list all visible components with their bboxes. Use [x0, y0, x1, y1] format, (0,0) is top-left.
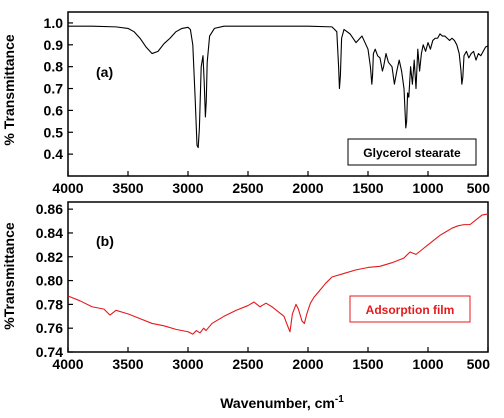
panel-a-y-tick-label: 0.8 — [44, 59, 64, 75]
x-axis-title-text: Wavenumber, cm — [220, 395, 335, 411]
panel-b-y-tick-label: 0.76 — [36, 320, 63, 336]
panel-b-x-tick-label: 4000 — [52, 356, 83, 372]
panel-a-x-tick-label: 2500 — [232, 180, 263, 196]
x-axis-title: Wavenumber, cm-1 — [220, 394, 344, 411]
panel-a-y-tick-label: 1.0 — [44, 15, 64, 31]
panel-a-y-tick-label: 0.6 — [44, 102, 64, 118]
panel-a-x-tick-label: 1000 — [412, 180, 443, 196]
x-axis-title-superscript: -1 — [335, 394, 344, 405]
panel-b-plot-frame — [67, 201, 489, 353]
panel-b-x-tick-label: 1000 — [412, 356, 443, 372]
panel-a-x-tick-label: 3000 — [172, 180, 203, 196]
panel-a-x-tick-label: 3500 — [112, 180, 143, 196]
panel-a-x-tick-label: 1500 — [352, 180, 383, 196]
panel-a-y-axis: 0.4 0.5 0.6 0.7 0.8 0.9 1.0 — [44, 15, 73, 162]
panel-b-legend-box — [349, 295, 471, 323]
panel-a-label: (a) — [96, 64, 113, 80]
panel-a-y-tick-label: 0.9 — [44, 37, 64, 53]
panel-b-y-axis-title: %Transmittance — [1, 222, 17, 330]
panel-b-y-tick-label: 0.84 — [36, 225, 63, 241]
panel-b-x-tick-label: 3500 — [112, 356, 143, 372]
panel-b-label: (b) — [96, 233, 114, 249]
panel-b-y-tick-label: 0.78 — [36, 296, 63, 312]
panel-a-x-tick-label: 2000 — [292, 180, 323, 196]
panel-b-y-tick-label: 0.86 — [36, 201, 63, 217]
panel-b-x-tick-label: 3000 — [172, 356, 203, 372]
panel-b-y-tick-label: 0.80 — [36, 273, 63, 289]
panel-a-x-axis: 4000 3500 3000 2500 2000 1500 1000 500 — [52, 171, 490, 196]
panel-a-chart: 0.4 0.5 0.6 0.7 0.8 0.9 1.0 4000 3500 3000 2500 20… — [1, 11, 490, 196]
panel-a-x-tick-label: 500 — [467, 180, 491, 196]
panel-b-x-tick-label: 2000 — [292, 356, 323, 372]
panel-a-legend-label: Glycerol stearate — [363, 146, 461, 160]
panel-b-legend-label: Adsorption film — [366, 303, 455, 317]
panel-b-y-tick-label: 0.82 — [36, 249, 63, 265]
panel-a-y-tick-label: 0.5 — [44, 124, 64, 140]
panel-a-y-tick-label: 0.4 — [44, 146, 64, 162]
panel-b-x-tick-label: 2500 — [232, 356, 263, 372]
panel-a-legend-box — [347, 138, 477, 166]
panel-b-y-axis: 0.74 0.76 0.78 0.80 0.82 0.84 0.86 — [36, 201, 73, 360]
panel-b-chart: 0.74 0.76 0.78 0.80 0.82 0.84 0.86 4000 3500 300… — [1, 201, 490, 411]
panel-b-x-axis: 4000 3500 3000 2500 2000 1500 1000 500 — [52, 347, 490, 372]
panel-b-y-tick-label: 0.74 — [36, 344, 63, 360]
panel-a-x-tick-label: 4000 — [52, 180, 83, 196]
panel-b-series-line — [67, 213, 489, 335]
panel-a-series-line — [68, 25, 489, 149]
panel-a-y-tick-label: 0.7 — [44, 81, 64, 97]
panel-a-y-axis-title: % Transmittance — [1, 34, 17, 145]
panel-b-x-tick-label: 1500 — [352, 356, 383, 372]
panel-b-x-tick-label: 500 — [467, 356, 491, 372]
panel-a-plot-frame — [67, 11, 489, 177]
